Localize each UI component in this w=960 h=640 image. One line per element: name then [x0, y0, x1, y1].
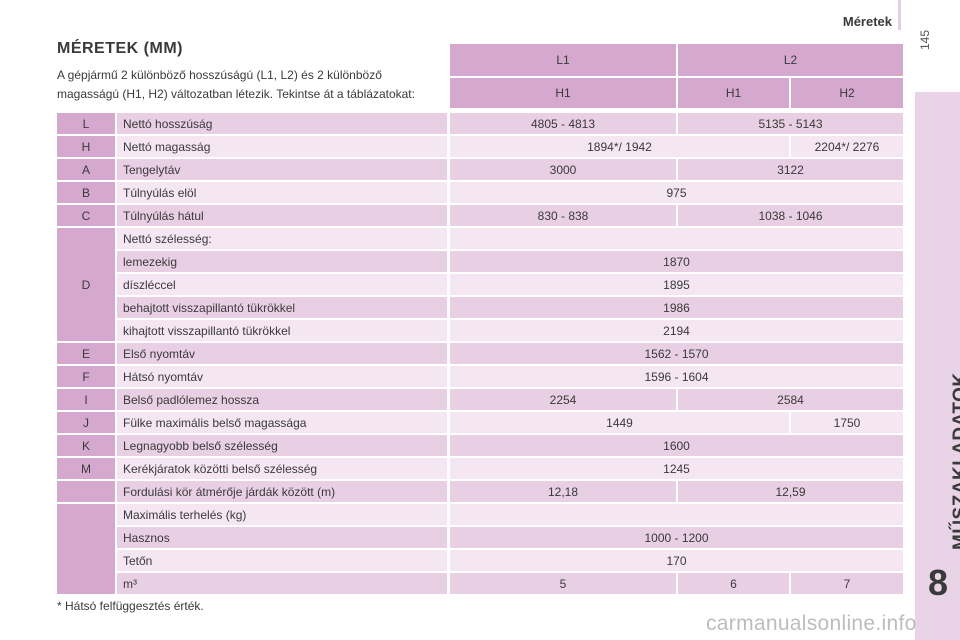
row-value: 1245	[450, 458, 903, 479]
row-label: Nettó hosszúság	[117, 113, 447, 134]
row-label: Legnagyobb belső szélesség	[117, 435, 447, 456]
row-value: 2254	[450, 389, 676, 410]
row-value: 975	[450, 182, 903, 203]
row-value: 12,18	[450, 481, 676, 502]
row-label: díszléccel	[117, 274, 447, 295]
row-label: Első nyomtáv	[117, 343, 447, 364]
row-label: Túlnyúlás elöl	[117, 182, 447, 203]
row-value: 1000 - 1200	[450, 527, 903, 548]
row-code-group: D	[57, 228, 115, 341]
row-code: M	[57, 458, 115, 479]
row-label: Túlnyúlás hátul	[117, 205, 447, 226]
watermark: carmanualsonline.info	[706, 612, 917, 635]
row-label: Tetőn	[117, 550, 447, 571]
row-value: 1894*/ 1942	[450, 136, 789, 157]
column-header-l1: L1	[450, 44, 676, 76]
page-title: MÉRETEK (MM)	[57, 40, 183, 57]
top-rule	[898, 0, 901, 30]
row-value: 3122	[678, 159, 903, 180]
row-value: 1600	[450, 435, 903, 456]
row-code: E	[57, 343, 115, 364]
row-code: K	[57, 435, 115, 456]
row-value: 1870	[450, 251, 903, 272]
dimensions-table: L1 L2 H1 H1 H2 L Nettó hosszúság 4805 - 4813 513…	[57, 44, 904, 594]
row-code: B	[57, 182, 115, 203]
header-section-label: Méretek	[842, 14, 892, 29]
row-code: H	[57, 136, 115, 157]
row-label: behajtott visszapillantó tükrökkel	[117, 297, 447, 318]
row-value: 2584	[678, 389, 903, 410]
intro-text: A gépjármű 2 különböző hosszúságú (L1, L…	[57, 68, 415, 101]
row-value: 4805 - 4813	[450, 113, 676, 134]
row-value: 2194	[450, 320, 903, 341]
row-label: Maximális terhelés (kg)	[117, 504, 447, 525]
row-code: A	[57, 159, 115, 180]
row-value-empty	[450, 228, 903, 249]
column-header-h2: H2	[791, 78, 903, 108]
row-code: I	[57, 389, 115, 410]
row-label: Belső padlólemez hossza	[117, 389, 447, 410]
row-code: J	[57, 412, 115, 433]
row-label: Tengelytáv	[117, 159, 447, 180]
row-value: 5135 - 5143	[678, 113, 903, 134]
row-label: Nettó magasság	[117, 136, 447, 157]
row-code: L	[57, 113, 115, 134]
row-label: Hasznos	[117, 527, 447, 548]
page-number: 145	[918, 29, 932, 50]
side-tab	[915, 92, 960, 640]
row-code-group	[57, 504, 115, 594]
row-label: Hátsó nyomtáv	[117, 366, 447, 387]
row-value-empty	[450, 504, 903, 525]
column-header-l2: L2	[678, 44, 903, 76]
row-value: 1986	[450, 297, 903, 318]
row-value: 170	[450, 550, 903, 571]
row-label: kihajtott visszapillantó tükrökkel	[117, 320, 447, 341]
row-value: 1449	[450, 412, 789, 433]
chapter-title: MŰSZAKI ADATOK	[950, 372, 960, 550]
row-label: lemezekig	[117, 251, 447, 272]
row-value: 1038 - 1046	[678, 205, 903, 226]
chapter-number: 8	[927, 562, 949, 603]
footnote: * Hátsó felfüggesztés érték.	[57, 599, 204, 613]
row-value: 6	[678, 573, 789, 594]
row-label: Nettó szélesség:	[117, 228, 447, 249]
row-value: 3000	[450, 159, 676, 180]
column-header-h1-b: H1	[678, 78, 789, 108]
row-label: Fülke maximális belső magassága	[117, 412, 447, 433]
row-code	[57, 481, 115, 502]
row-label: m³	[117, 573, 447, 594]
row-label: Kerékjáratok közötti belső szélesség	[117, 458, 447, 479]
row-code: F	[57, 366, 115, 387]
row-value: 830 - 838	[450, 205, 676, 226]
row-label: Fordulási kör átmérője járdák között (m)	[117, 481, 447, 502]
row-code: C	[57, 205, 115, 226]
row-value: 1750	[791, 412, 903, 433]
row-value: 5	[450, 573, 676, 594]
row-value: 12,59	[678, 481, 903, 502]
row-value: 1895	[450, 274, 903, 295]
row-value: 2204*/ 2276	[791, 136, 903, 157]
row-value: 7	[791, 573, 903, 594]
row-value: 1562 - 1570	[450, 343, 903, 364]
column-header-h1: H1	[450, 78, 676, 108]
row-value: 1596 - 1604	[450, 366, 903, 387]
